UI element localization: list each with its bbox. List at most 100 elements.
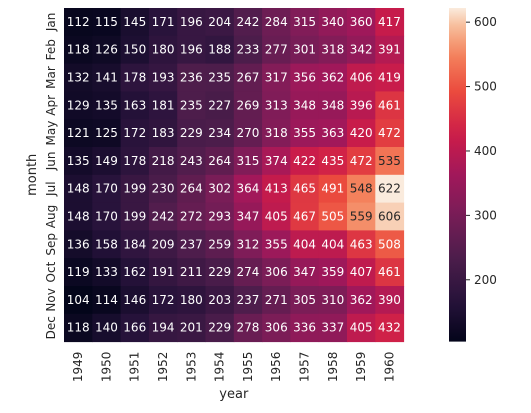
x-tick-label: 1954 xyxy=(213,352,227,383)
heatmap-cell xyxy=(177,63,206,92)
heatmap-cell-value: 417 xyxy=(378,15,401,29)
heatmap-cells xyxy=(64,8,405,343)
heatmap-cell xyxy=(64,202,93,231)
heatmap-cell-value: 126 xyxy=(95,43,118,57)
heatmap-cell xyxy=(262,202,291,231)
heatmap-cell xyxy=(92,63,122,92)
heatmap-cell-value: 559 xyxy=(350,210,373,224)
heatmap-cell xyxy=(290,202,320,231)
heatmap-cell xyxy=(64,147,93,176)
heatmap-cell-value: 191 xyxy=(152,265,175,279)
x-axis-title: year xyxy=(219,387,249,402)
heatmap-cell-value: 235 xyxy=(208,71,231,85)
heatmap-cell xyxy=(262,119,291,148)
heatmap-cell-value: 284 xyxy=(265,15,288,29)
heatmap-cell-value: 342 xyxy=(350,43,373,57)
heatmap-cell xyxy=(92,174,122,204)
x-tick-label: 1949 xyxy=(71,352,85,383)
heatmap-cell xyxy=(375,174,405,204)
x-tick-label: 1950 xyxy=(99,352,113,383)
heatmap-cell-value: 404 xyxy=(321,237,344,251)
heatmap-cell-value: 391 xyxy=(378,43,401,57)
heatmap-cell xyxy=(177,258,206,287)
heatmap-cell xyxy=(64,8,93,37)
heatmap-cell xyxy=(318,313,348,343)
heatmap-cell-value: 356 xyxy=(293,71,316,85)
heatmap-cell-value: 199 xyxy=(123,182,146,196)
heatmap-cell-value: 141 xyxy=(95,71,118,85)
heatmap-cell xyxy=(205,202,235,231)
heatmap-cell-value: 317 xyxy=(265,71,288,85)
heatmap-cell xyxy=(318,202,348,231)
heatmap-cell xyxy=(205,174,235,204)
heatmap-cell xyxy=(262,230,291,259)
heatmap-cell-value: 264 xyxy=(208,154,231,168)
heatmap-cell xyxy=(205,119,235,148)
heatmap-cell-value: 178 xyxy=(123,154,146,168)
heatmap-cell xyxy=(262,91,291,120)
y-tick-label: May xyxy=(44,121,58,146)
heatmap-cell-value: 121 xyxy=(67,126,90,140)
heatmap-cell-value: 302 xyxy=(208,182,231,196)
heatmap-cell xyxy=(148,202,178,231)
heatmap-cell-value: 355 xyxy=(265,237,288,251)
heatmap-cell-value: 172 xyxy=(123,126,146,140)
heatmap-cell-value: 211 xyxy=(180,265,203,279)
heatmap-cell xyxy=(64,119,93,148)
heatmap-cell-value: 188 xyxy=(208,43,231,57)
x-tick-label: 1952 xyxy=(156,352,170,383)
heatmap-cell-value: 508 xyxy=(378,237,401,251)
heatmap-cell-value: 146 xyxy=(123,293,146,307)
heatmap-cell-value: 163 xyxy=(123,98,146,112)
heatmap-cell-value: 491 xyxy=(321,182,344,196)
heatmap-cell-value: 472 xyxy=(350,154,373,168)
heatmap-cell xyxy=(177,174,206,204)
heatmap-cell-value: 404 xyxy=(293,237,316,251)
heatmap-cell xyxy=(120,63,150,92)
heatmap-cell xyxy=(347,202,376,231)
heatmap-cell xyxy=(262,63,291,92)
heatmap-cell xyxy=(148,119,178,148)
heatmap-cell-value: 306 xyxy=(265,321,288,335)
heatmap-cell-value: 235 xyxy=(180,98,203,112)
heatmap-cell-value: 135 xyxy=(95,98,118,112)
colorbar-tick-label: 200 xyxy=(474,273,497,287)
heatmap-cell xyxy=(318,230,348,259)
heatmap-cell xyxy=(120,147,150,176)
heatmap-cell-value: 272 xyxy=(180,210,203,224)
heatmap-cell-value: 201 xyxy=(180,321,203,335)
heatmap-cell xyxy=(262,174,291,204)
heatmap-cell xyxy=(347,63,376,92)
heatmap-cell xyxy=(177,230,206,259)
heatmap-cell xyxy=(233,35,263,65)
heatmap-cell-value: 396 xyxy=(350,98,373,112)
heatmap-cell xyxy=(64,258,93,287)
heatmap-cell xyxy=(262,313,291,343)
heatmap-cell-value: 114 xyxy=(95,293,118,307)
heatmap-cell xyxy=(375,230,405,259)
heatmap-cell xyxy=(148,8,178,37)
heatmap-cell-value: 149 xyxy=(95,154,118,168)
heatmap-cell-value: 347 xyxy=(293,265,316,279)
x-tick-label: 1951 xyxy=(128,352,142,383)
heatmap-cell-value: 237 xyxy=(180,237,203,251)
heatmap-cell-value: 218 xyxy=(152,154,175,168)
y-tick-label: Jun xyxy=(44,152,58,172)
heatmap-cell xyxy=(148,258,178,287)
heatmap-cell-value: 227 xyxy=(208,98,231,112)
heatmap-cell xyxy=(318,91,348,120)
heatmap-cell-value: 243 xyxy=(180,154,203,168)
heatmap-cell xyxy=(64,174,93,204)
heatmap-cell-value: 340 xyxy=(321,15,344,29)
heatmap-cell xyxy=(205,91,235,120)
heatmap-cell xyxy=(318,35,348,65)
y-tick-label: Mar xyxy=(44,66,58,89)
y-axis-tick-labels: Jan Feb Mar Apr May Jun Jul Aug Sep Oct Nov Dec xyxy=(44,13,58,340)
heatmap-cell-value: 172 xyxy=(152,293,175,307)
heatmap-cell-value: 318 xyxy=(321,43,344,57)
heatmap-cell xyxy=(177,202,206,231)
heatmap-cell-value: 390 xyxy=(378,293,401,307)
heatmap-cell-value: 337 xyxy=(321,321,344,335)
heatmap-cell xyxy=(375,119,405,148)
heatmap-cell-value: 355 xyxy=(293,126,316,140)
